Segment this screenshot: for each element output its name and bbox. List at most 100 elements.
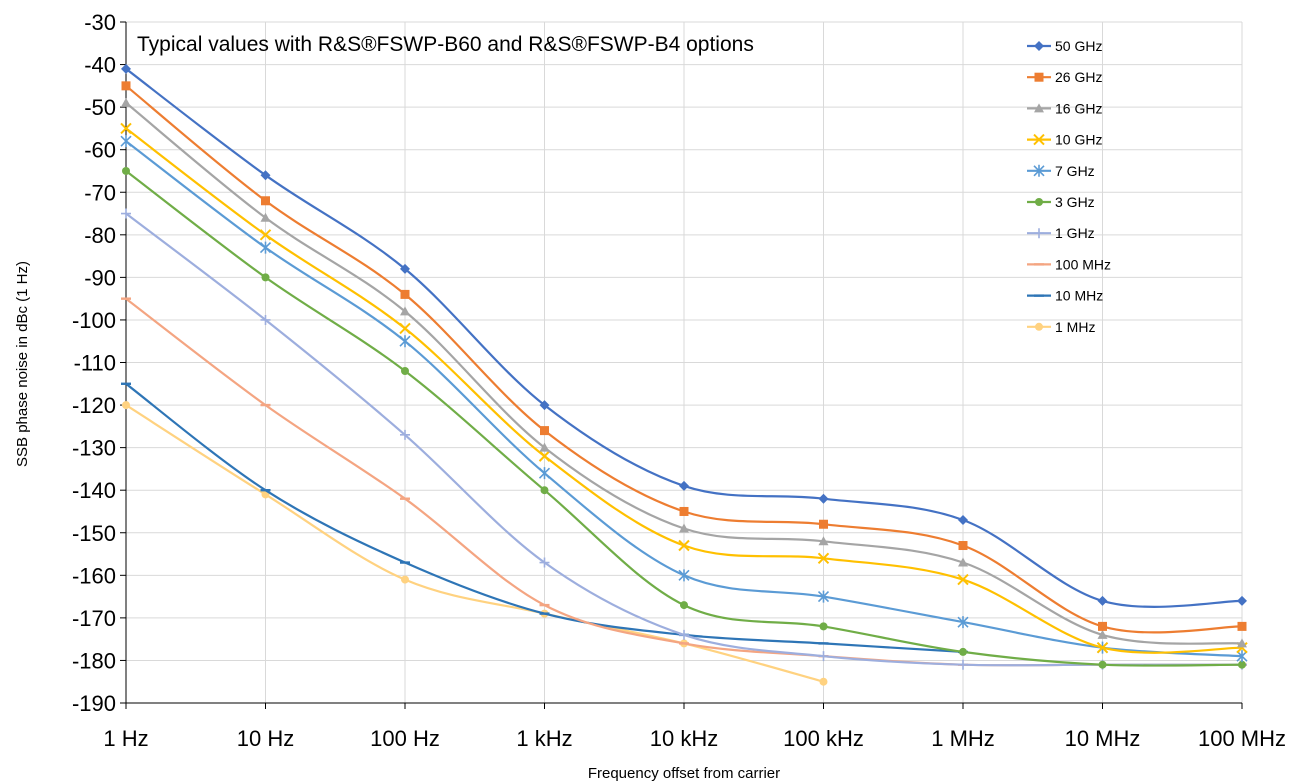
data-point-3-ghz — [261, 273, 270, 282]
y-tick-label: -70 — [84, 180, 116, 205]
series-line-26-ghz — [125, 84, 1243, 634]
legend-label: 16 GHz — [1055, 100, 1102, 116]
x-axis-title: Frequency offset from carrier — [588, 765, 780, 782]
data-point-10-ghz — [399, 322, 411, 335]
legend: 50 GHz 26 GHz 16 GHz 10 GHz 7 GHz 3 GHz 1 GHz 1… — [1027, 38, 1111, 335]
y-tick-label: -60 — [84, 138, 116, 163]
y-tick-label: -120 — [72, 393, 116, 418]
data-point-16-ghz — [679, 523, 689, 533]
data-point-3-ghz — [680, 601, 688, 610]
series-1-mhz — [122, 401, 828, 686]
legend-item-26-ghz: 26 GHz — [1027, 69, 1102, 85]
legend-item-7-ghz: 7 GHz — [1027, 163, 1095, 179]
data-point-3-ghz — [122, 166, 130, 175]
x-tick-label: 1 MHz — [931, 726, 995, 751]
data-point-10-ghz — [259, 229, 272, 241]
data-point-7-ghz — [120, 135, 132, 148]
y-tick-label: -140 — [72, 478, 116, 503]
data-point-7-ghz — [817, 590, 830, 603]
data-point-1-ghz — [539, 557, 550, 568]
legend-marker — [1035, 198, 1043, 206]
legend-item-10-mhz: 10 MHz — [1027, 288, 1103, 304]
chart-title: Typical values with R&S®FSWP-B60 and R&S… — [137, 33, 754, 56]
data-point-50-ghz — [400, 263, 410, 274]
data-point-16-ghz — [1097, 629, 1108, 639]
data-point-10-ghz — [678, 539, 690, 552]
data-point-3-ghz — [401, 367, 409, 376]
data-point-50-ghz — [539, 400, 550, 411]
series-line-7-ghz — [125, 140, 1243, 658]
data-point-16-ghz — [1237, 638, 1247, 648]
data-point-7-ghz — [957, 616, 969, 629]
data-point-26-ghz — [958, 541, 968, 551]
data-point-3-ghz — [819, 622, 828, 631]
data-point-1-mhz — [122, 401, 130, 410]
series-line-10-ghz — [125, 127, 1243, 654]
legend-label: 10 GHz — [1055, 132, 1102, 148]
data-point-16-ghz — [818, 536, 829, 546]
data-point-16-ghz — [260, 212, 271, 222]
data-point-50-ghz — [818, 493, 829, 504]
data-point-50-ghz — [1097, 595, 1108, 606]
legend-label: 1 GHz — [1055, 225, 1095, 241]
data-point-26-ghz — [400, 289, 410, 299]
series-line-1-mhz — [125, 404, 824, 683]
y-tick-label: -90 — [84, 265, 116, 290]
series-line-50-ghz — [125, 67, 1243, 608]
grid-lines — [125, 21, 1243, 704]
data-point-26-ghz — [540, 426, 549, 436]
data-point-16-ghz — [958, 557, 968, 567]
y-tick-label: -170 — [72, 606, 116, 631]
data-point-3-ghz — [540, 486, 549, 495]
data-point-1-ghz — [679, 629, 689, 640]
legend-item-3-ghz: 3 GHz — [1027, 194, 1095, 210]
y-tick-label: -190 — [72, 691, 116, 716]
data-point-3-ghz — [1238, 660, 1246, 669]
legend-marker — [1034, 72, 1044, 82]
y-tick-label: -150 — [72, 521, 116, 546]
x-tick-label: 1 kHz — [516, 726, 572, 751]
data-point-16-ghz — [539, 442, 550, 452]
data-point-26-ghz — [1237, 621, 1247, 631]
data-point-10-ghz — [817, 552, 830, 564]
y-tick-label: -100 — [72, 308, 116, 333]
data-point-1-mhz — [819, 677, 828, 686]
legend-label: 7 GHz — [1055, 163, 1095, 179]
legend-item-100-mhz: 100 MHz — [1027, 256, 1111, 272]
data-point-1-mhz — [401, 575, 409, 584]
legend-label: 26 GHz — [1055, 69, 1102, 85]
series-16-ghz — [121, 97, 1247, 648]
data-point-10-ghz — [538, 450, 551, 462]
data-point-1-ghz — [260, 314, 271, 325]
data-point-26-ghz — [679, 506, 689, 516]
data-point-26-ghz — [819, 519, 828, 529]
legend-marker — [1034, 228, 1044, 239]
x-tick-label: 10 kHz — [650, 726, 718, 751]
data-point-1-ghz — [818, 651, 829, 662]
legend-marker — [1033, 133, 1045, 146]
series-26-ghz — [121, 81, 1247, 634]
data-point-50-ghz — [1237, 595, 1247, 606]
y-tick-label: -160 — [72, 563, 116, 588]
x-tick-label: 10 MHz — [1065, 726, 1141, 751]
data-point-10-ghz — [957, 573, 969, 586]
series-group — [120, 63, 1248, 686]
legend-label: 3 GHz — [1055, 194, 1095, 210]
data-point-3-ghz — [1098, 660, 1107, 669]
legend-item-16-ghz: 16 GHz — [1027, 100, 1102, 116]
legend-label: 50 GHz — [1055, 38, 1102, 54]
y-tick-label: -130 — [72, 436, 116, 461]
x-tick-label: 1 Hz — [103, 726, 148, 751]
data-point-1-ghz — [400, 429, 410, 440]
data-point-10-ghz — [1096, 641, 1109, 654]
y-tick-labels: -30 -40 -50 -60 -70 -80 -90 -100 -110 -120 -130 -14… — [72, 10, 116, 716]
series-3-ghz — [122, 166, 1246, 669]
x-tick-label: 100 Hz — [370, 726, 440, 751]
y-tick-label: -40 — [84, 53, 116, 78]
y-tick-label: -80 — [84, 223, 116, 248]
data-point-1-ghz — [121, 208, 131, 219]
y-tick-label: -110 — [74, 351, 116, 376]
data-point-50-ghz — [679, 480, 689, 491]
series-line-1-ghz — [125, 212, 1242, 667]
